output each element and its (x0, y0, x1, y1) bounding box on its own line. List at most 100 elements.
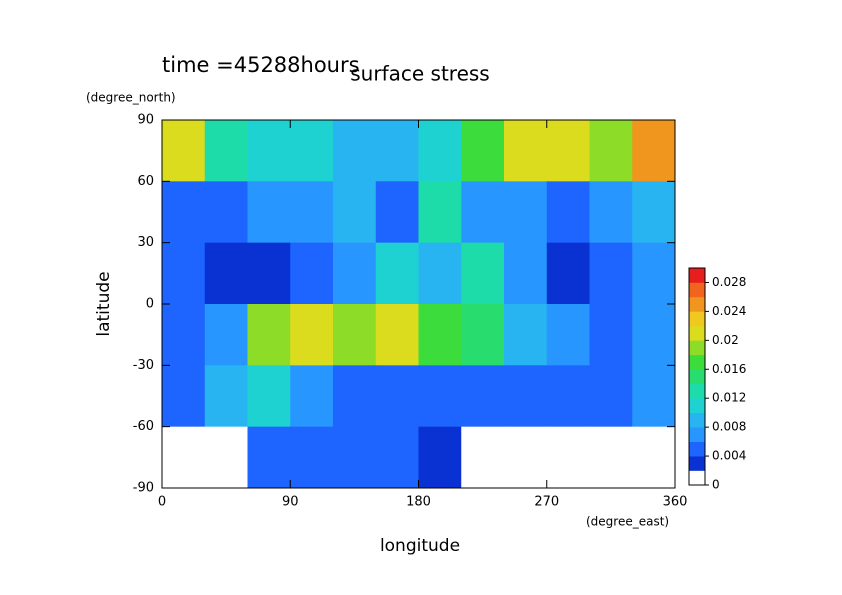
cell (333, 426, 377, 489)
cell (589, 181, 633, 244)
cell (418, 181, 462, 244)
x-unit: (degree_east) (586, 515, 669, 529)
cell (204, 120, 248, 182)
y-tick-label: 60 (137, 174, 154, 189)
cell (375, 242, 419, 305)
y-axis-label: latitude (94, 271, 114, 336)
colorbar-tick-label: 0.008 (712, 420, 746, 434)
cell (504, 120, 548, 182)
cell (162, 365, 206, 428)
cell (504, 181, 548, 244)
colorbar-segment (689, 354, 705, 370)
colorbar-segment (689, 412, 705, 428)
cell (546, 304, 590, 366)
cell (204, 181, 248, 244)
colorbar-tick-label: 0 (712, 478, 720, 492)
y-tick-label: 90 (137, 113, 154, 128)
cell (504, 365, 548, 428)
cell (290, 181, 334, 244)
cell (247, 120, 291, 182)
y-tick-label: 0 (146, 297, 154, 312)
cell (290, 242, 334, 305)
plot-frame (161, 119, 676, 489)
subtitle: time =45288hours (162, 53, 360, 77)
cell (204, 365, 248, 428)
cell (162, 120, 206, 182)
cell (333, 181, 377, 244)
cell (632, 120, 676, 182)
cell (333, 365, 377, 428)
cell (418, 242, 462, 305)
cell (461, 242, 505, 305)
cell (333, 304, 377, 366)
cell (504, 304, 548, 366)
y-tick-label: -60 (133, 419, 154, 434)
colorbar-segment (689, 268, 705, 283)
cell (418, 304, 462, 366)
cell (204, 304, 248, 366)
colorbar-tick-label: 0.02 (712, 333, 739, 347)
cell (546, 426, 590, 489)
cell (589, 120, 633, 182)
cell (504, 426, 548, 489)
cell (589, 365, 633, 428)
colorbar-tick-label: 0.004 (712, 449, 746, 463)
x-tick-label: 90 (282, 495, 299, 510)
cell (162, 426, 206, 489)
colorbar-segment (689, 369, 705, 385)
colorbar-segment (689, 470, 705, 486)
colorbar-tick-label: 0.012 (712, 391, 746, 405)
cell (461, 120, 505, 182)
cell (461, 365, 505, 428)
cell (290, 304, 334, 366)
x-tick-label: 270 (534, 495, 559, 510)
cell (375, 304, 419, 366)
cell (632, 365, 676, 428)
colorbar-tick-label: 0.028 (712, 275, 746, 289)
colorbar-segment (689, 282, 705, 298)
cell (375, 120, 419, 182)
cell (632, 242, 676, 305)
cell (247, 304, 291, 366)
colorbar-segment (689, 427, 705, 442)
colorbar-segment (689, 311, 705, 327)
y-unit: (degree_north) (86, 91, 176, 105)
cell (333, 242, 377, 305)
cell (247, 181, 291, 244)
y-tick-label: 30 (137, 235, 154, 250)
cell (461, 304, 505, 366)
cell (504, 242, 548, 305)
cell (375, 365, 419, 428)
colorbar-segment (689, 383, 705, 399)
colorbar-segment (689, 398, 705, 413)
cell (162, 242, 206, 305)
cell (461, 181, 505, 244)
cell (375, 181, 419, 244)
cell (546, 365, 590, 428)
cell (418, 426, 462, 489)
chart-title: surface stress (350, 62, 489, 86)
x-tick-label: 360 (663, 495, 688, 510)
y-tick-label: -90 (133, 481, 154, 496)
x-tick-label: 0 (158, 495, 166, 510)
cell (247, 365, 291, 428)
cell (204, 242, 248, 305)
cell (589, 426, 633, 489)
colorbar-frame (688, 267, 706, 486)
cell (418, 365, 462, 428)
cell (290, 120, 334, 182)
cell (461, 426, 505, 489)
cell (589, 304, 633, 366)
cell (589, 242, 633, 305)
cell (546, 181, 590, 244)
colorbar-tick-label: 0.024 (712, 304, 746, 318)
x-axis-label: longitude (380, 536, 460, 556)
colorbar-segment (689, 456, 705, 471)
x-tick-label: 180 (406, 495, 431, 510)
cell (290, 426, 334, 489)
cell (375, 426, 419, 489)
cell (247, 242, 291, 305)
colorbar-segment (689, 325, 705, 341)
colorbar-segment (689, 441, 705, 457)
cell (632, 304, 676, 366)
